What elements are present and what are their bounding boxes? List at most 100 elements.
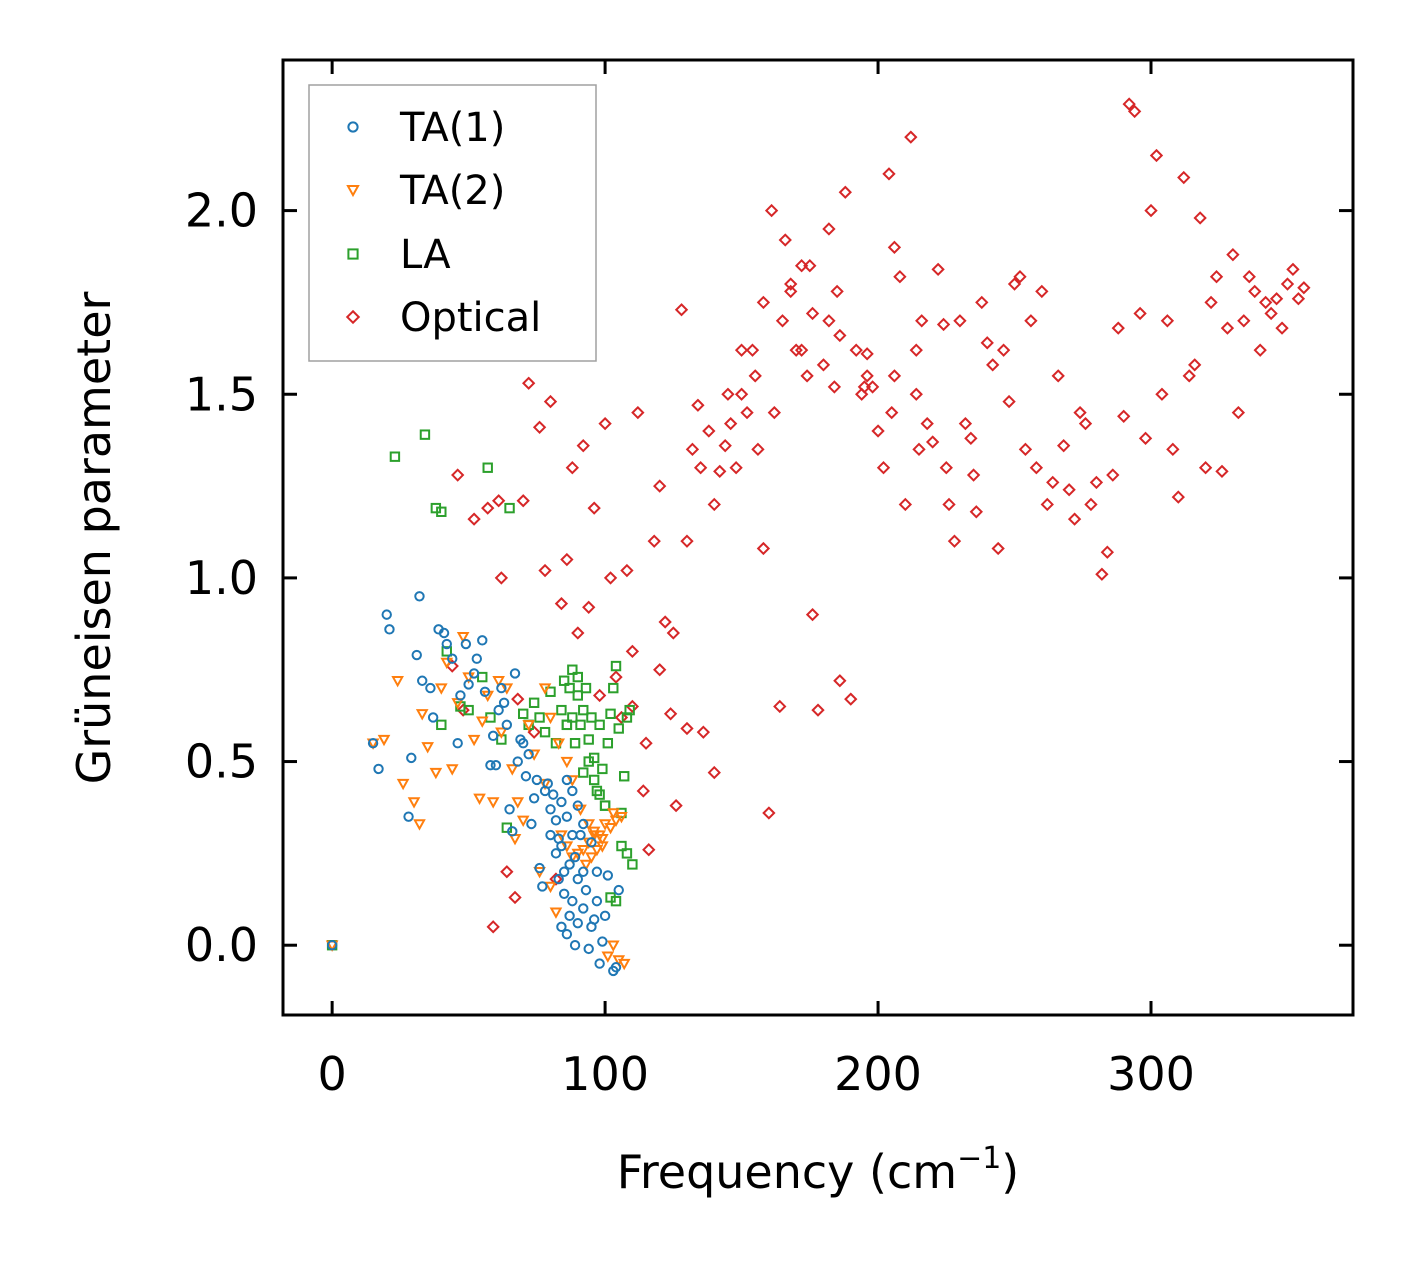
ta2-point [407, 797, 421, 809]
optical-point [620, 563, 634, 578]
optical-point [909, 343, 923, 357]
optical-point [912, 442, 926, 457]
optical-point [748, 369, 762, 383]
optical-point [693, 461, 708, 475]
ta1-point [561, 811, 573, 822]
ta1-point [460, 638, 472, 650]
la-point [610, 660, 622, 672]
optical-point [794, 343, 809, 357]
ta1-point [572, 917, 583, 929]
ta1-point [427, 712, 439, 723]
ta1-point [578, 818, 589, 830]
ta1-point [567, 895, 578, 907]
la-point [567, 712, 578, 723]
optical-point [674, 303, 689, 317]
ta1-point [578, 903, 589, 914]
ta1-point [479, 686, 491, 697]
ta1-point [553, 873, 564, 885]
ta1-point [583, 943, 594, 955]
ta1-point [610, 962, 622, 973]
la-point [627, 859, 638, 870]
optical-point [909, 387, 923, 401]
optical-point [1297, 281, 1311, 295]
la-point [594, 719, 605, 731]
ta1-point [498, 697, 510, 708]
ta2-point [538, 683, 552, 695]
optical-point [762, 806, 776, 820]
optical-point [1280, 277, 1295, 291]
optical-point [592, 688, 607, 703]
ta1-point [548, 789, 559, 800]
ta2-point [486, 797, 500, 809]
ta1-point [558, 866, 570, 877]
la-point [583, 734, 594, 745]
optical-point [773, 699, 787, 714]
optical-point [1231, 405, 1246, 420]
optical-point [805, 306, 820, 321]
optical-point [857, 380, 872, 394]
la-point [569, 737, 581, 749]
optical-point [696, 725, 711, 739]
optical-point [756, 541, 771, 556]
optical-point [669, 798, 683, 813]
optical-point [958, 416, 973, 431]
plot-frame [281, 58, 1355, 1017]
la-point [558, 675, 570, 686]
la-point [618, 771, 630, 782]
ta2-point [587, 826, 601, 839]
optical-point [1193, 211, 1207, 225]
ta1-point [477, 635, 488, 646]
la-point [389, 451, 401, 462]
optical-point [764, 203, 779, 218]
optical-point [1084, 497, 1098, 512]
optical-point [1117, 409, 1131, 423]
optical-point [1002, 394, 1016, 409]
ta1-point [490, 760, 502, 771]
ta1-point [591, 866, 603, 877]
optical-point [1171, 490, 1185, 504]
la-point [572, 671, 583, 683]
optical-point [666, 626, 680, 640]
optical-point [451, 468, 465, 482]
ta1-point [523, 749, 534, 760]
optical-point [936, 317, 951, 332]
la-point [528, 697, 540, 708]
optical-point [822, 222, 836, 236]
optical-point [1209, 270, 1224, 284]
optical-point [980, 336, 994, 350]
ta2-point [456, 631, 470, 644]
legend: TA(1) TA(2) LA Optical [308, 84, 597, 362]
optical-point [991, 541, 1005, 556]
ta2-point [511, 797, 525, 809]
optical-point [1177, 170, 1191, 185]
optical-point [882, 167, 896, 181]
optical-point [887, 240, 902, 254]
ta1-point [580, 884, 592, 896]
optical-point [653, 479, 667, 493]
optical-point [598, 416, 612, 431]
ta1-point [441, 638, 452, 650]
optical-point [871, 424, 885, 438]
optical-point [1051, 369, 1065, 383]
ta1-point [367, 737, 379, 749]
la-point [419, 429, 431, 440]
optical-point [1149, 148, 1164, 163]
ta1-point [569, 851, 581, 863]
optical-point [898, 497, 913, 512]
ta1-point [326, 940, 338, 951]
optical-point [603, 571, 618, 585]
ta1-point [518, 737, 529, 749]
la-point [575, 719, 586, 731]
x-axis-label: Frequency (cm−1) [617, 1141, 1020, 1199]
ta2-point [429, 767, 443, 780]
ta1-point [414, 591, 425, 602]
optical-point [658, 615, 672, 629]
la-point [583, 756, 594, 767]
ta1-point [512, 756, 523, 767]
optical-point [491, 494, 506, 508]
optical-point [860, 347, 874, 361]
ta2-point [413, 819, 426, 831]
ta1-point [613, 884, 624, 896]
ta2-point [391, 676, 404, 688]
optical-point [1264, 306, 1278, 321]
